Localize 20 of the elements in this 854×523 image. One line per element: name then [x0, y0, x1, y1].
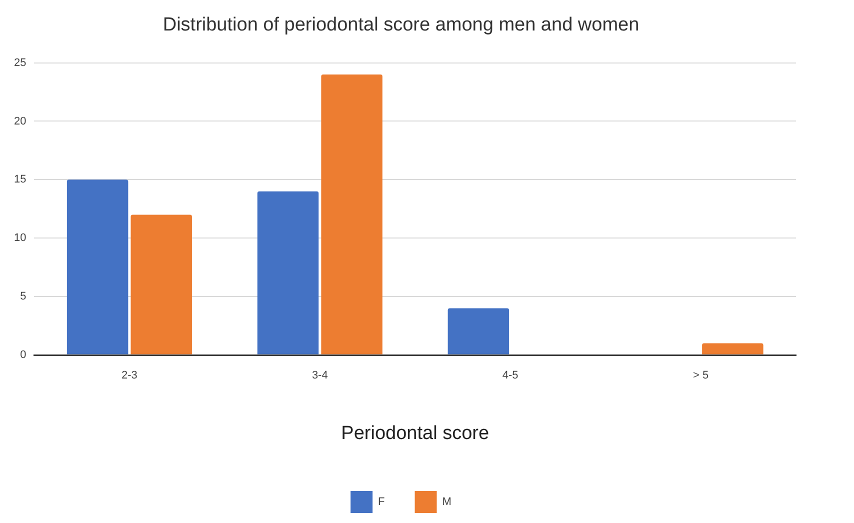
- x-tick-label: 4-5: [502, 370, 518, 382]
- y-tick-label: 10: [14, 232, 26, 244]
- x-tick-label: > 5: [692, 370, 709, 382]
- bar: [130, 214, 192, 354]
- x-axis-title: Periodontal score: [341, 422, 490, 444]
- legend-label: M: [442, 496, 452, 508]
- bar: [321, 74, 382, 354]
- bar: [448, 308, 510, 354]
- legend-label: F: [378, 496, 386, 508]
- bar: [66, 180, 128, 354]
- bar: [257, 191, 319, 354]
- bar: [702, 343, 764, 354]
- y-tick-label: 25: [14, 56, 26, 69]
- y-tick-label: 20: [14, 115, 26, 128]
- x-tick-label: 3-4: [312, 370, 328, 382]
- y-tick-label: 15: [14, 174, 26, 186]
- chart-title: Distribution of periodontal score among men and women: [162, 14, 640, 36]
- y-tick-label: 5: [20, 290, 26, 303]
- x-tick-label: 2-3: [122, 370, 138, 382]
- y-tick-label: 0: [20, 349, 26, 362]
